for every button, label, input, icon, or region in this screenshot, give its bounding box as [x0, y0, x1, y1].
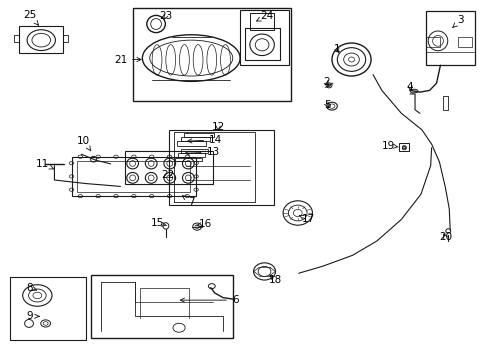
Text: 10: 10: [77, 136, 91, 151]
Text: 25: 25: [24, 10, 38, 25]
Text: 23: 23: [159, 11, 172, 21]
Text: 3: 3: [453, 15, 465, 27]
Bar: [72, 157, 196, 196]
Text: 11: 11: [36, 159, 54, 169]
Bar: [10, 277, 86, 339]
Text: 12: 12: [212, 122, 225, 132]
Text: 20: 20: [439, 232, 452, 242]
Text: 14: 14: [188, 135, 222, 145]
Bar: [19, 26, 63, 53]
Text: 6: 6: [180, 295, 239, 305]
Bar: [176, 141, 206, 145]
Bar: [426, 37, 441, 47]
Text: 8: 8: [26, 283, 37, 293]
Text: 17: 17: [299, 215, 315, 224]
Bar: [91, 275, 233, 338]
Bar: [77, 161, 190, 192]
Bar: [133, 8, 292, 101]
Text: 24: 24: [257, 11, 273, 21]
Text: 16: 16: [196, 219, 213, 229]
Text: 15: 15: [150, 218, 167, 228]
Bar: [125, 151, 213, 184]
Text: 21: 21: [114, 54, 141, 64]
Bar: [184, 133, 214, 137]
Bar: [180, 137, 210, 141]
Text: 13: 13: [185, 147, 220, 157]
Text: 2: 2: [323, 77, 329, 87]
Bar: [169, 130, 274, 205]
Bar: [245, 28, 280, 60]
Text: 5: 5: [324, 100, 330, 110]
Text: 19: 19: [382, 140, 398, 150]
Text: 4: 4: [407, 82, 414, 92]
Bar: [399, 143, 409, 150]
Bar: [175, 158, 202, 161]
Text: 22: 22: [161, 170, 174, 180]
Bar: [426, 12, 475, 65]
Bar: [458, 37, 472, 47]
Text: 18: 18: [269, 275, 282, 285]
Text: 1: 1: [334, 44, 340, 54]
Bar: [178, 153, 205, 157]
Bar: [181, 149, 208, 153]
Text: 7: 7: [182, 195, 195, 207]
Bar: [443, 96, 448, 110]
Text: 9: 9: [26, 311, 39, 321]
Bar: [250, 13, 274, 31]
Bar: [240, 10, 289, 65]
